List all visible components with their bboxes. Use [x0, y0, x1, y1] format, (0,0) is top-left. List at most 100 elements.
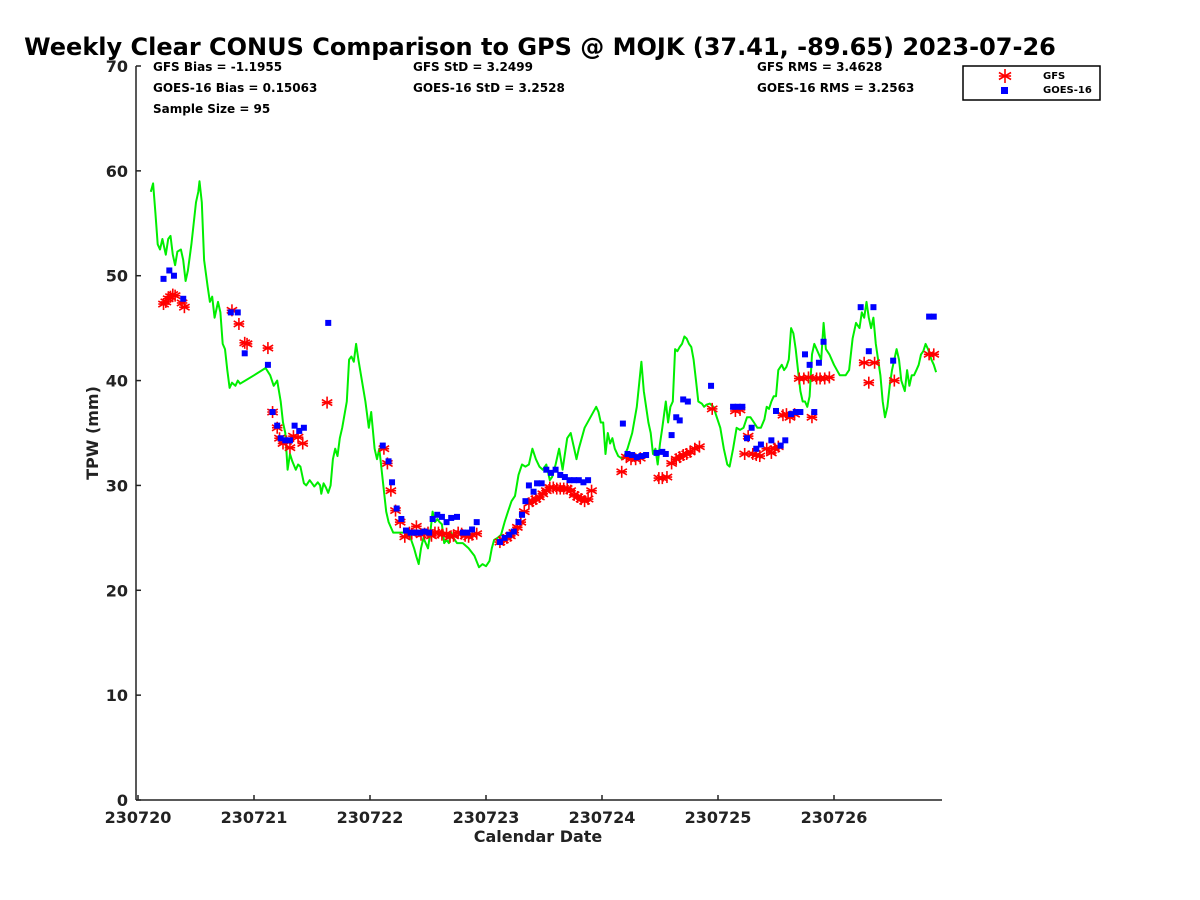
goes16-point: [227, 309, 234, 316]
goes16-point: [865, 348, 872, 355]
gfs-point: [178, 301, 190, 314]
gfs-point: [582, 493, 594, 506]
gfs-series: [157, 288, 940, 549]
goes16-point: [820, 338, 827, 345]
goes16-point: [534, 480, 541, 487]
gfs-point: [616, 465, 628, 478]
stat-gfs-std: GFS StD = 3.2499: [413, 60, 533, 74]
gps-line: [149, 180, 938, 569]
x-axis-label: Calendar Date: [474, 827, 603, 846]
legend-goes16-marker: [1001, 87, 1008, 94]
goes16-point: [619, 420, 626, 427]
stat-goes-bias: GOES-16 Bias = 0.15063: [153, 81, 317, 95]
goes16-point: [277, 435, 284, 442]
x-tick-label: 230724: [569, 808, 636, 827]
goes16-point: [552, 466, 559, 473]
stat-gfs-rms: GFS RMS = 3.4628: [757, 60, 882, 74]
y-tick-label: 50: [106, 267, 128, 286]
gfs-point: [169, 289, 181, 302]
goes16-point: [286, 437, 293, 444]
goes16-point: [633, 454, 640, 461]
goes16-point: [547, 469, 554, 476]
goes16-point: [815, 359, 822, 366]
goes16-point: [890, 357, 897, 364]
goes16-point: [160, 275, 167, 282]
gfs-point: [806, 411, 818, 424]
goes16-point: [580, 479, 587, 486]
legend-box: [962, 65, 1101, 101]
goes16-point: [734, 403, 741, 410]
goes16-point: [448, 514, 455, 521]
goes16-point: [506, 531, 513, 538]
goes16-point: [788, 411, 795, 418]
goes16-point: [659, 448, 666, 455]
goes16-point: [806, 361, 813, 368]
goes16-point: [739, 403, 746, 410]
goes16-point: [264, 361, 271, 368]
legend-gfs-asterisk: [998, 69, 1012, 83]
goes16-point: [811, 409, 818, 416]
gfs-point: [284, 441, 296, 454]
goes16-point: [510, 528, 517, 535]
goes16-point: [673, 414, 680, 421]
goes16-point: [515, 519, 522, 526]
goes16-series: [160, 267, 937, 546]
goes16-point: [585, 477, 592, 484]
goes16-point: [525, 482, 532, 489]
goes16-point: [538, 480, 545, 487]
goes16-point: [296, 427, 303, 434]
goes16-point: [180, 295, 187, 302]
goes16-point: [389, 479, 396, 486]
gfs-point: [585, 484, 598, 497]
gfs-point: [928, 348, 940, 361]
goes16-point: [170, 272, 177, 279]
goes16-point: [426, 529, 433, 536]
x-tick-label: 230723: [453, 808, 520, 827]
goes16-point: [753, 445, 760, 452]
goes16-point: [402, 527, 409, 534]
goes16-point: [459, 529, 466, 536]
x-tick-label: 230720: [105, 808, 172, 827]
gfs-point: [706, 402, 718, 415]
goes16-point: [269, 409, 276, 416]
goes16-point: [802, 351, 808, 358]
gfs-point: [297, 437, 309, 450]
x-tick-label: 230726: [801, 808, 868, 827]
goes16-point: [393, 505, 400, 512]
goes16-point: [684, 398, 691, 405]
goes16-point: [166, 267, 173, 274]
gfs-point: [385, 484, 397, 497]
y-tick-label: 60: [106, 162, 128, 181]
goes16-point: [730, 403, 737, 410]
goes16-point: [518, 511, 525, 518]
goes16-point: [454, 513, 460, 520]
goes16-point: [379, 442, 386, 449]
x-ticks: 230720 230721 230722 230723 230724 230725 2307…: [105, 795, 868, 827]
gfs-point: [754, 450, 766, 463]
goes16-point: [926, 313, 933, 320]
gfs-point: [863, 376, 875, 389]
y-ticks: 0 10 20 30 40 50 60 70: [106, 57, 141, 810]
chart-title: Weekly Clear CONUS Comparison to GPS @ M…: [24, 33, 1056, 61]
goes16-point: [792, 409, 799, 416]
goes16-point: [629, 452, 636, 459]
goes16-point: [768, 437, 775, 444]
goes16-point: [777, 442, 784, 449]
x-tick-label: 230722: [337, 808, 404, 827]
goes16-point: [870, 304, 877, 311]
goes16-point: [757, 441, 764, 448]
stat-goes-rms: GOES-16 RMS = 3.2563: [757, 81, 914, 95]
goes16-point: [643, 452, 650, 459]
goes16-point: [543, 466, 550, 473]
y-tick-label: 30: [106, 476, 128, 495]
y-tick-label: 20: [106, 581, 128, 600]
gfs-point: [869, 356, 881, 369]
goes16-point: [407, 529, 414, 536]
gfs-point: [823, 371, 835, 384]
goes16-point: [241, 350, 248, 357]
gfs-point: [241, 337, 253, 350]
goes16-point: [561, 474, 568, 481]
goes16-point: [748, 424, 755, 431]
goes16-point: [575, 477, 582, 484]
